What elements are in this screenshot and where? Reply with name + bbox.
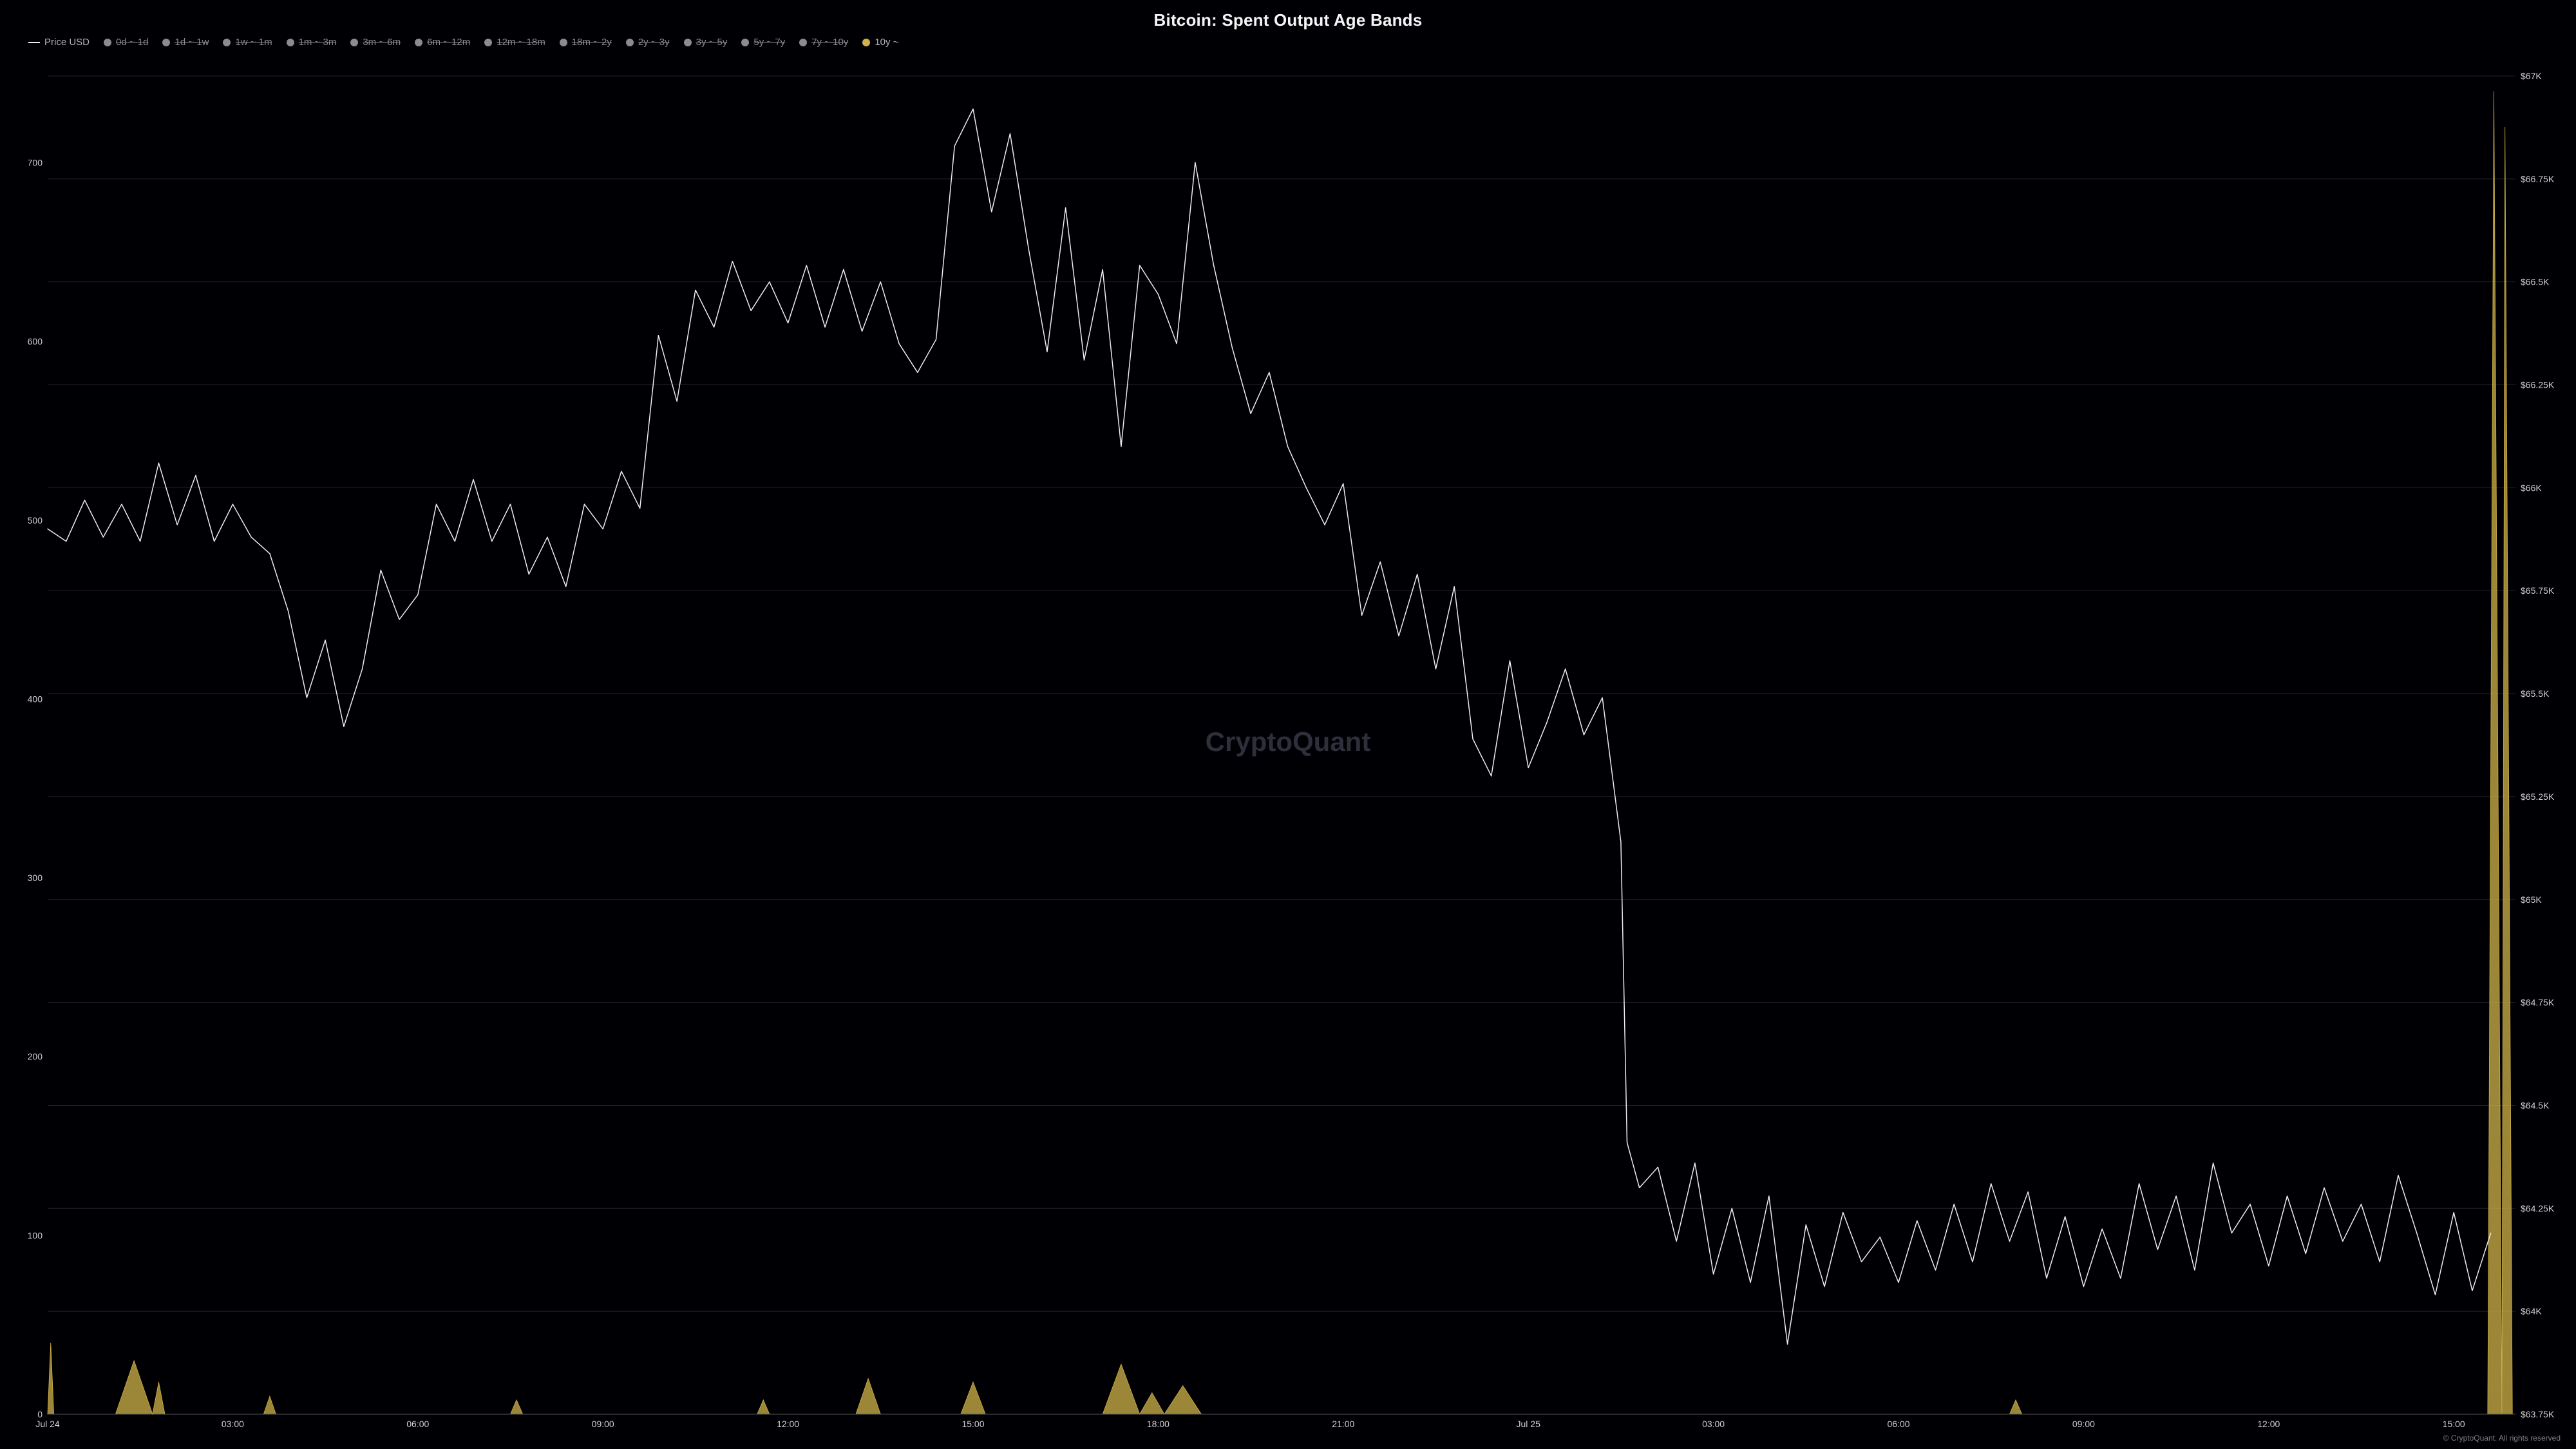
svg-text:06:00: 06:00 — [1887, 1419, 1909, 1429]
legend-item-b6[interactable]: 12m ~ 18m — [484, 37, 545, 48]
legend-swatch-dot — [741, 39, 749, 46]
legend-swatch-dot — [223, 39, 231, 46]
svg-text:$65K: $65K — [2521, 895, 2542, 905]
legend-swatch-dot — [862, 39, 870, 46]
legend-item-b11[interactable]: 7y ~ 10y — [799, 37, 848, 48]
legend-swatch-dot — [484, 39, 492, 46]
legend-swatch-dot — [350, 39, 358, 46]
legend-label: Price USD — [44, 37, 90, 48]
chart-plot-area: 0 100 200 300 400 500 600 700 $63.75K $64K $64.25K… — [9, 52, 2567, 1432]
svg-text:300: 300 — [28, 873, 43, 883]
svg-text:700: 700 — [28, 158, 43, 168]
svg-text:09:00: 09:00 — [2072, 1419, 2095, 1429]
svg-text:200: 200 — [28, 1052, 43, 1062]
svg-text:$64.25K: $64.25K — [2521, 1203, 2555, 1213]
svg-text:$67K: $67K — [2521, 71, 2542, 81]
legend-item-b5[interactable]: 6m ~ 12m — [415, 37, 470, 48]
legend-item-b7[interactable]: 18m ~ 2y — [560, 37, 612, 48]
svg-text:$66.25K: $66.25K — [2521, 380, 2555, 390]
legend-swatch-dot — [104, 39, 111, 46]
svg-text:100: 100 — [28, 1230, 43, 1240]
legend-swatch-dot — [162, 39, 170, 46]
chart-axes: 0 100 200 300 400 500 600 700 $63.75K $64K $64.25K… — [28, 71, 2555, 1429]
svg-text:$65.25K: $65.25K — [2521, 791, 2555, 802]
legend-swatch-dot — [684, 39, 692, 46]
legend-item-b3[interactable]: 1m ~ 3m — [287, 37, 337, 48]
svg-text:600: 600 — [28, 336, 43, 346]
legend-label: 12m ~ 18m — [497, 37, 545, 48]
legend-label: 6m ~ 12m — [427, 37, 470, 48]
legend-item-b1[interactable]: 1d ~ 1w — [162, 37, 209, 48]
svg-text:15:00: 15:00 — [961, 1419, 984, 1429]
svg-text:18:00: 18:00 — [1147, 1419, 1170, 1429]
legend-label: 10y ~ — [875, 37, 898, 48]
copyright-label: © CryptoQuant. All rights reserved — [9, 1432, 2567, 1446]
chart-title: Bitcoin: Spent Output Age Bands — [9, 10, 2567, 30]
legend-swatch-dot — [287, 39, 294, 46]
legend-item-b9[interactable]: 3y ~ 5y — [684, 37, 728, 48]
series-10y-area — [48, 91, 2512, 1414]
legend-swatch-line — [28, 42, 40, 43]
svg-text:400: 400 — [28, 694, 43, 704]
svg-text:06:00: 06:00 — [406, 1419, 429, 1429]
chart-container: Bitcoin: Spent Output Age Bands Price US… — [0, 0, 2576, 1449]
legend-label: 7y ~ 10y — [811, 37, 848, 48]
legend-item-b12[interactable]: 10y ~ — [862, 37, 898, 48]
legend-swatch-dot — [560, 39, 567, 46]
legend-label: 18m ~ 2y — [572, 37, 612, 48]
legend-swatch-dot — [626, 39, 634, 46]
legend-item-b10[interactable]: 5y ~ 7y — [741, 37, 785, 48]
svg-text:09:00: 09:00 — [592, 1419, 614, 1429]
legend-item-b0[interactable]: 0d ~ 1d — [104, 37, 148, 48]
legend-label: 5y ~ 7y — [753, 37, 785, 48]
svg-text:03:00: 03:00 — [1702, 1419, 1725, 1429]
legend-label: 3m ~ 6m — [363, 37, 401, 48]
svg-text:500: 500 — [28, 515, 43, 526]
series-price-line — [48, 109, 2491, 1344]
svg-text:$64.5K: $64.5K — [2521, 1100, 2550, 1110]
legend-item-b2[interactable]: 1w ~ 1m — [223, 37, 272, 48]
svg-text:15:00: 15:00 — [2443, 1419, 2465, 1429]
svg-text:$65.75K: $65.75K — [2521, 585, 2555, 596]
svg-text:12:00: 12:00 — [777, 1419, 799, 1429]
legend-label: 2y ~ 3y — [638, 37, 670, 48]
svg-text:$64.75K: $64.75K — [2521, 998, 2555, 1008]
svg-text:$66K: $66K — [2521, 482, 2542, 493]
svg-text:$66.75K: $66.75K — [2521, 174, 2555, 184]
legend-item-price[interactable]: Price USD — [28, 37, 90, 48]
svg-text:21:00: 21:00 — [1332, 1419, 1354, 1429]
legend-swatch-dot — [415, 39, 422, 46]
svg-text:Jul 24: Jul 24 — [35, 1419, 60, 1429]
svg-text:Jul 25: Jul 25 — [1517, 1419, 1541, 1429]
svg-text:$65.5K: $65.5K — [2521, 688, 2550, 699]
legend-swatch-dot — [799, 39, 807, 46]
svg-text:0: 0 — [37, 1409, 43, 1419]
svg-text:12:00: 12:00 — [2257, 1419, 2280, 1429]
legend-label: 0d ~ 1d — [116, 37, 148, 48]
chart-legend: Price USD 0d ~ 1d 1d ~ 1w 1w ~ 1m 1m ~ 3m 3m … — [9, 37, 2567, 52]
legend-label: 1w ~ 1m — [235, 37, 272, 48]
legend-label: 1d ~ 1w — [175, 37, 209, 48]
svg-text:$64K: $64K — [2521, 1306, 2542, 1316]
legend-item-b4[interactable]: 3m ~ 6m — [350, 37, 401, 48]
svg-text:$66.5K: $66.5K — [2521, 277, 2550, 287]
legend-item-b8[interactable]: 2y ~ 3y — [626, 37, 670, 48]
legend-label: 1m ~ 3m — [299, 37, 337, 48]
svg-text:$63.75K: $63.75K — [2521, 1409, 2555, 1419]
svg-text:03:00: 03:00 — [222, 1419, 244, 1429]
legend-label: 3y ~ 5y — [696, 37, 728, 48]
chart-svg: 0 100 200 300 400 500 600 700 $63.75K $64K $64.25K… — [9, 52, 2567, 1432]
